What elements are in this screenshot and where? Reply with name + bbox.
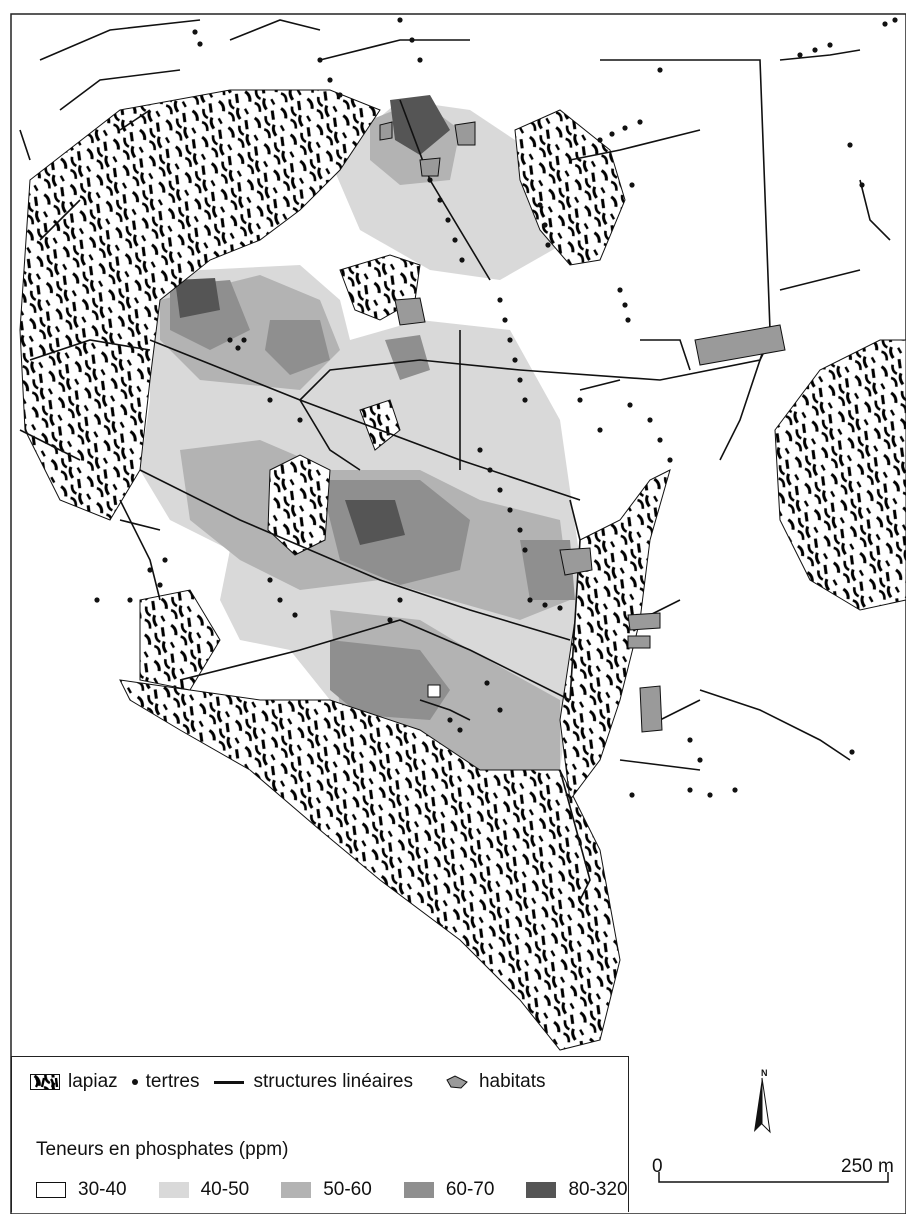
legend-habitats-label: habitats: [478, 1071, 546, 1092]
habitat-8: [627, 635, 651, 649]
habitat-swatch-icon: [445, 1074, 469, 1090]
legend-symbol-row: lapiaz tertres structures linéaires habi…: [30, 1071, 560, 1093]
class-60-70: 60-70: [403, 1179, 495, 1201]
class-swatch: [158, 1182, 189, 1198]
lapiaz-areas: [19, 89, 906, 1051]
class-label: 50-60: [323, 1179, 372, 1200]
zone-60-70-b: [265, 320, 330, 375]
class-swatch: [526, 1182, 557, 1198]
scale-start-label: 0: [652, 1156, 663, 1177]
habitat-6: [639, 685, 663, 733]
habitat-9: [379, 121, 393, 141]
lapiaz-west: [19, 89, 381, 521]
zone-80-320-a: [175, 278, 220, 318]
legend-lapiaz-label: lapiaz: [68, 1071, 118, 1092]
scale-end-label: 250 m: [841, 1156, 894, 1177]
line-icon: [213, 1080, 244, 1084]
legend-structures: structures linéaires: [213, 1071, 413, 1093]
phosphate-classes-row: 30-40 40-50 50-60 60-70 80-320: [36, 1179, 628, 1201]
legend-tertres-label: tertres: [145, 1071, 200, 1092]
legend-habitats: habitats: [445, 1071, 546, 1093]
lapiaz-north-east: [514, 109, 626, 266]
class-40-50: 40-50: [158, 1179, 250, 1201]
habitats: [379, 121, 786, 733]
class-30-40: 30-40: [36, 1179, 127, 1201]
linear-structures: [19, 19, 891, 901]
class-label: 60-70: [445, 1179, 495, 1200]
legend-structures-label: structures linéaires: [253, 1071, 413, 1092]
habitat-7: [627, 612, 661, 631]
tertre-dot-icon: [131, 1079, 138, 1085]
lapiaz-mid-islet: [359, 399, 401, 451]
legend-box: lapiaz tertres structures linéaires habi…: [11, 1056, 629, 1212]
zone-60-70-f: [385, 335, 430, 380]
habitat-2: [454, 121, 476, 146]
legend-lapiaz: lapiaz: [30, 1071, 118, 1093]
habitat-5: [559, 547, 593, 576]
class-label: 40-50: [200, 1179, 250, 1200]
habitat-4: [394, 297, 426, 326]
class-50-60: 50-60: [281, 1179, 372, 1201]
lapiaz-swatch-icon: [30, 1074, 60, 1090]
class-80-320: 80-320: [526, 1179, 628, 1201]
zone-80-320-north: [390, 95, 450, 155]
lapiaz-islet: [267, 454, 331, 556]
lapiaz-southwest: [139, 589, 221, 691]
class-swatch: [403, 1182, 434, 1198]
phosphate-legend-title: Teneurs en phosphates (ppm): [36, 1139, 289, 1160]
class-label: 30-40: [78, 1179, 127, 1200]
zone-80-320-b: [345, 500, 405, 545]
tertres-dots: [94, 17, 898, 798]
lapiaz-south: [119, 679, 621, 1051]
lapiaz-east: [774, 339, 906, 611]
class-label: 80-320: [568, 1179, 628, 1200]
class-swatch: [281, 1182, 312, 1198]
north-label: N: [761, 1068, 768, 1078]
habitat-1: [694, 324, 786, 366]
north-arrow-icon: [754, 1077, 771, 1134]
scale-bar: [658, 1172, 889, 1183]
class-swatch: [36, 1182, 66, 1198]
habitat-3: [419, 157, 441, 177]
legend-tertres: tertres: [131, 1071, 200, 1093]
habitat-10: [427, 684, 441, 698]
